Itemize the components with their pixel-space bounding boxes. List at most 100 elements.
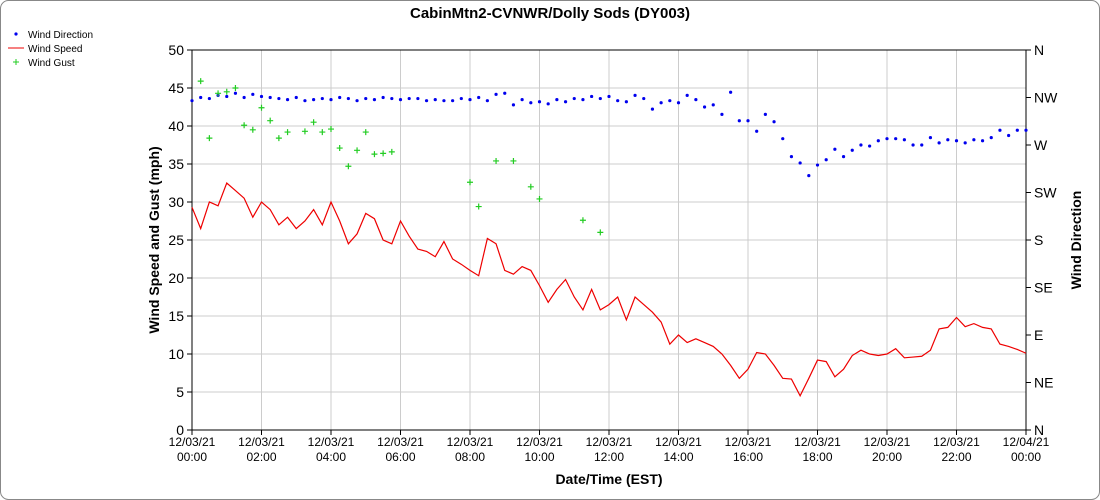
x-tick-label: 12/03/21 08:00 bbox=[447, 435, 494, 464]
direction-dot bbox=[902, 138, 906, 142]
direction-dot bbox=[694, 98, 698, 102]
direction-dot bbox=[468, 98, 472, 102]
direction-dot bbox=[190, 99, 194, 103]
direction-dot bbox=[555, 98, 559, 102]
direction-dot bbox=[346, 96, 350, 101]
chart-title: CabinMtn2-CVNWR/Dolly Sods (DY003) bbox=[410, 5, 690, 22]
legend-marker bbox=[13, 59, 19, 65]
y-tick-label: 20 bbox=[168, 270, 184, 286]
y-tick-label: 5 bbox=[176, 384, 184, 400]
direction-dot bbox=[711, 103, 715, 107]
direction-dot bbox=[937, 141, 941, 145]
direction-dot bbox=[390, 96, 394, 101]
direction-dot bbox=[642, 96, 646, 101]
direction-dot bbox=[320, 96, 324, 101]
legend-marker bbox=[14, 32, 18, 36]
x-tick-label: 12/03/21 04:00 bbox=[308, 435, 355, 464]
direction-dot bbox=[590, 94, 594, 99]
direction-dot bbox=[841, 155, 846, 159]
y2-tick-label: NW bbox=[1034, 90, 1058, 106]
x-tick-label: 12/03/21 12:00 bbox=[586, 435, 633, 464]
x-tick-label: 12/04/21 00:00 bbox=[1003, 435, 1050, 464]
direction-dot bbox=[364, 96, 368, 101]
x-axis-label: Date/Time (EST) bbox=[555, 471, 662, 487]
direction-dot bbox=[303, 99, 307, 103]
direction-dot bbox=[885, 137, 889, 141]
direction-dot bbox=[920, 143, 924, 147]
y2-tick-label: W bbox=[1034, 137, 1048, 153]
direction-dot bbox=[729, 90, 733, 94]
gust-marker bbox=[345, 163, 352, 170]
direction-dot bbox=[815, 163, 820, 167]
gust-marker bbox=[597, 229, 604, 236]
y-tick-label: 30 bbox=[168, 194, 184, 210]
direction-dot bbox=[572, 96, 576, 101]
direction-dot bbox=[520, 98, 524, 102]
gust-marker bbox=[475, 203, 482, 210]
legend-label: Wind Speed bbox=[28, 44, 82, 55]
direction-dot bbox=[972, 138, 976, 142]
direction-dot bbox=[424, 99, 429, 103]
direction-dot bbox=[789, 155, 794, 159]
direction-dot bbox=[1024, 128, 1028, 132]
direction-dot bbox=[798, 161, 802, 165]
direction-dot bbox=[650, 107, 655, 111]
speed-line bbox=[191, 181, 1027, 398]
direction-dot bbox=[199, 95, 203, 100]
direction-dot bbox=[633, 93, 637, 97]
direction-dot bbox=[833, 147, 837, 151]
x-tick-label: 12/03/21 10:00 bbox=[516, 435, 563, 464]
gust-marker bbox=[249, 126, 256, 133]
direction-dot bbox=[381, 95, 385, 100]
direction-dot bbox=[911, 143, 915, 147]
direction-dot bbox=[954, 139, 959, 143]
direction-dot bbox=[702, 105, 707, 109]
direction-dot bbox=[511, 103, 516, 107]
direction-dot bbox=[781, 137, 785, 141]
gust-marker bbox=[284, 129, 291, 136]
direction-dot bbox=[537, 100, 542, 104]
direction-dot bbox=[294, 95, 298, 100]
y-tick-label: 0 bbox=[176, 422, 184, 438]
y-tick-label: 50 bbox=[168, 42, 184, 58]
gust-marker bbox=[510, 157, 517, 164]
direction-dot bbox=[824, 158, 828, 162]
gust-marker bbox=[241, 122, 248, 129]
gust-marker bbox=[467, 179, 473, 186]
direction-dot bbox=[963, 141, 967, 145]
gust-marker bbox=[493, 157, 500, 164]
direction-dot bbox=[442, 99, 446, 103]
direction-dot bbox=[998, 128, 1002, 132]
y2-tick-label: N bbox=[1034, 42, 1044, 58]
direction-dot bbox=[989, 136, 993, 140]
direction-dot bbox=[285, 98, 290, 102]
plot-border bbox=[191, 49, 1027, 431]
direction-dot bbox=[494, 92, 498, 96]
gust-marker bbox=[310, 119, 317, 126]
direction-dot bbox=[685, 93, 689, 97]
direction-dot bbox=[676, 101, 681, 105]
direction-dot bbox=[928, 136, 933, 140]
direction-dot bbox=[624, 100, 628, 104]
direction-dot bbox=[1015, 128, 1019, 132]
direction-dot bbox=[755, 129, 759, 133]
gust-marker bbox=[197, 78, 204, 85]
direction-dot bbox=[416, 96, 420, 101]
gust-marker bbox=[536, 195, 543, 202]
x-tick-label: 12/03/21 18:00 bbox=[794, 435, 841, 464]
gust-marker bbox=[215, 90, 222, 97]
direction-dot bbox=[807, 174, 811, 178]
gust-marker bbox=[380, 150, 387, 157]
x-tick-label: 12/03/21 02:00 bbox=[238, 435, 285, 464]
direction-dot bbox=[546, 102, 550, 106]
gust-marker bbox=[223, 88, 230, 95]
y-tick-label: 35 bbox=[168, 156, 184, 172]
direction-dot bbox=[372, 98, 377, 102]
direction-dot bbox=[659, 101, 663, 105]
direction-dot bbox=[485, 99, 489, 103]
direction-dot bbox=[616, 99, 620, 103]
direction-dot bbox=[772, 120, 776, 124]
direction-dot bbox=[329, 98, 333, 102]
